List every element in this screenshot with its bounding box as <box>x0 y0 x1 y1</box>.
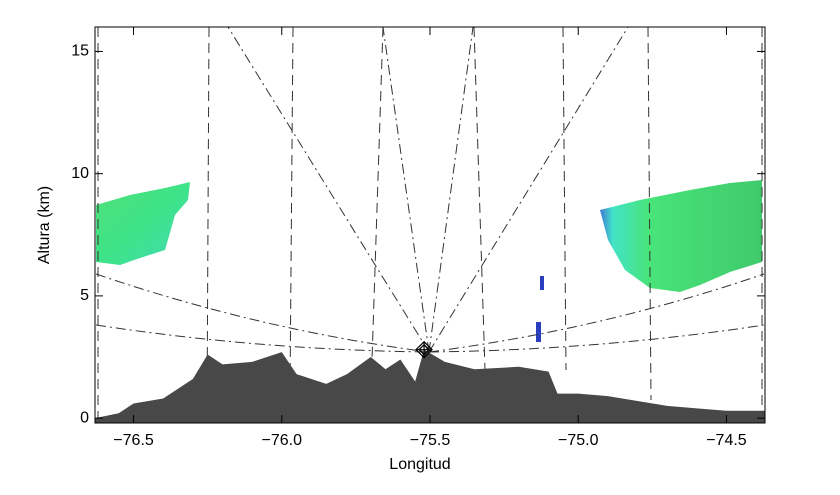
radar-marker <box>415 340 433 359</box>
y-tick-label: 10 <box>71 165 89 182</box>
x-axis-label: Longitud <box>389 456 450 473</box>
x-tick-label: −75.0 <box>558 432 599 449</box>
scan-lines <box>95 26 765 423</box>
x-tick-label: −75.5 <box>410 432 451 449</box>
y-tick-label: 0 <box>80 409 89 426</box>
plot <box>95 349 765 423</box>
y-tick-label: 5 <box>80 287 89 304</box>
y-tick-label: 15 <box>71 43 89 60</box>
y-axis-label: Altura (km) <box>36 186 53 264</box>
terrain-area <box>95 349 765 423</box>
radar-echoes <box>96 180 762 342</box>
x-tick-label: −76.5 <box>113 432 154 449</box>
x-tick-label: −76.0 <box>262 432 303 449</box>
x-tick-label: −74.5 <box>706 432 747 449</box>
